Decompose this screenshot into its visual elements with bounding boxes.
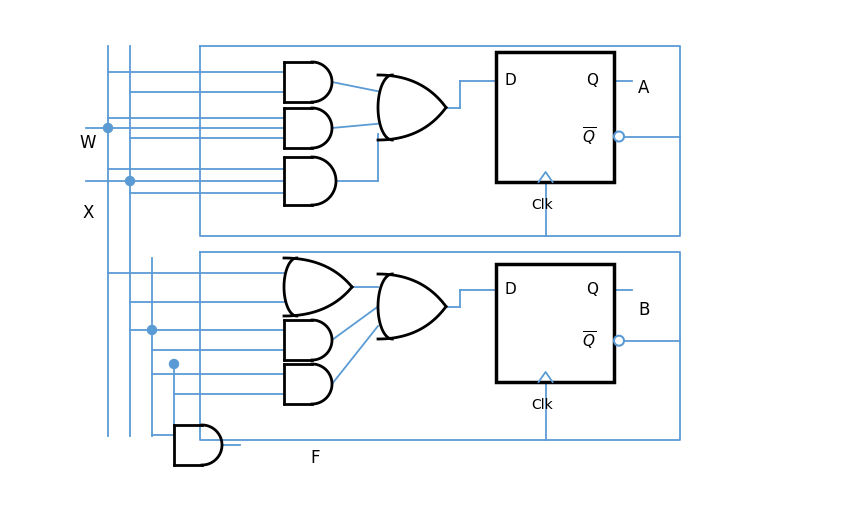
Text: $\overline{Q}$: $\overline{Q}$ (582, 126, 596, 147)
Text: A: A (638, 79, 649, 97)
Text: D: D (505, 73, 517, 88)
Text: Q: Q (586, 282, 598, 297)
Text: D: D (505, 282, 517, 297)
Circle shape (104, 123, 112, 132)
Circle shape (148, 325, 157, 334)
Text: B: B (638, 301, 649, 319)
Text: W: W (80, 134, 96, 152)
Circle shape (614, 335, 624, 346)
Text: X: X (83, 204, 94, 222)
Circle shape (614, 131, 624, 142)
Text: Clk: Clk (531, 398, 553, 412)
Circle shape (126, 176, 135, 186)
Text: F: F (310, 449, 319, 467)
Bar (496, 52, 614, 182)
Text: $\overline{Q}$: $\overline{Q}$ (582, 330, 596, 352)
Circle shape (169, 359, 179, 368)
Text: Clk: Clk (531, 198, 553, 212)
Bar (496, 264, 614, 382)
Text: Q: Q (586, 73, 598, 88)
